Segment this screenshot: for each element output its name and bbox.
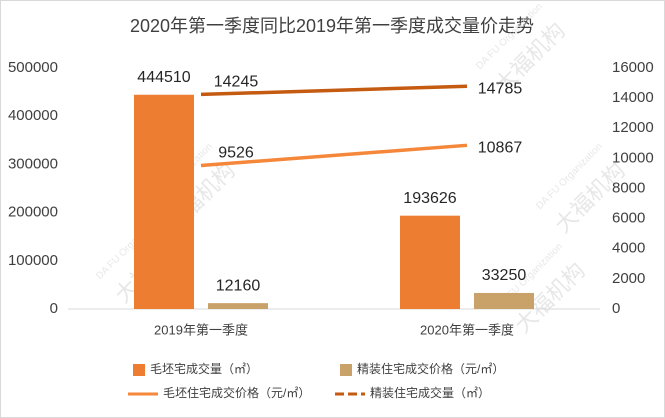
y2-tick-label: 14000 <box>612 89 654 106</box>
y-tick-label: 400000 <box>8 107 58 124</box>
bar <box>474 292 534 309</box>
x-tick-label: 2020年第一季度 <box>420 322 514 337</box>
legend-label: 毛坯宅成交量（㎡） <box>150 361 258 376</box>
bar <box>134 94 194 309</box>
legend-swatch <box>133 364 145 376</box>
data-label: 12160 <box>216 277 261 294</box>
legend-label: 精装住宅成交量（㎡） <box>370 385 490 400</box>
y2-tick-label: 12000 <box>612 119 654 136</box>
bar <box>208 303 268 309</box>
y2-tick-label: 2000 <box>612 270 645 287</box>
data-label: 9526 <box>218 145 254 162</box>
legend-swatch <box>340 364 352 376</box>
data-label: 33250 <box>482 267 527 284</box>
y2-tick-label: 10000 <box>612 149 654 166</box>
y-tick-label: 500000 <box>8 59 58 76</box>
y2-tick-label: 8000 <box>612 179 645 196</box>
y-tick-label: 0 <box>50 300 58 317</box>
y2-tick-label: 0 <box>612 300 620 317</box>
chart-title: 2020年第一季度同比2019年第一季度成交量价走势 <box>130 16 534 36</box>
legend-label: 精装住宅成交价格（元/㎡） <box>357 361 504 376</box>
data-label: 444510 <box>137 69 190 86</box>
legend-label: 毛坯住宅成交价格（元/㎡） <box>163 385 310 400</box>
y2-tick-label: 4000 <box>612 240 645 257</box>
data-label: 14785 <box>478 81 523 98</box>
data-label: 10867 <box>478 140 523 157</box>
x-tick-label: 2019年第一季度 <box>154 322 248 337</box>
y2-tick-label: 16000 <box>612 59 654 76</box>
data-label: 193626 <box>403 190 456 207</box>
data-label: 14245 <box>214 74 259 91</box>
line <box>200 84 468 97</box>
y2-tick-label: 6000 <box>612 210 645 227</box>
y-tick-label: 200000 <box>8 204 58 221</box>
y-tick-label: 100000 <box>8 252 58 269</box>
y-tick-label: 300000 <box>8 155 58 172</box>
line <box>200 143 468 168</box>
bar <box>400 215 460 309</box>
